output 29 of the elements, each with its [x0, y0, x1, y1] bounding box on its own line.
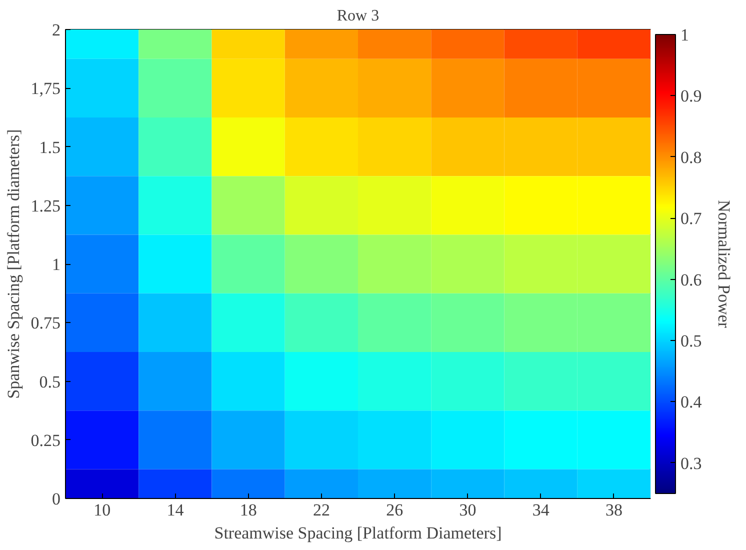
x-tick-label: 22 — [312, 500, 330, 520]
x-tick-label: 38 — [605, 500, 622, 520]
color-bar-label: 0.8 — [680, 148, 702, 167]
x-axis-title: Streamwise Spacing [Platform Diameters] — [214, 524, 502, 542]
chart-title: Row 3 — [336, 8, 380, 24]
y-axis-title: Spanwise Spacing [Platform diameters] — [4, 129, 23, 399]
color-bar-label: 1 — [680, 26, 689, 44]
x-tick-label: 14 — [166, 500, 184, 520]
y-tick-label: 2 — [52, 20, 60, 40]
x-tick-label: 18 — [240, 500, 257, 520]
y-tick-label: 1.25 — [30, 196, 60, 216]
y-tick-label: 1.5 — [39, 138, 60, 157]
x-tick-label: 10 — [94, 500, 111, 520]
y-tick-label: 0 — [52, 490, 60, 508]
color-bar-label: 0.5 — [680, 332, 702, 350]
color-bar-label: 0.9 — [680, 86, 702, 106]
color-bar-label: 0.6 — [680, 270, 702, 290]
color-bar-label: 0.3 — [680, 454, 702, 473]
x-tick-label: 26 — [386, 500, 404, 520]
y-tick-label: 0.5 — [39, 372, 60, 392]
y-tick-label: 0.75 — [30, 314, 60, 333]
x-tick-label: 34 — [532, 500, 550, 520]
y-tick-label: 0.25 — [30, 430, 60, 450]
y-tick-label: 1 — [52, 255, 60, 274]
x-tick-label: 30 — [459, 500, 476, 520]
y-tick-label: 1,75 — [30, 79, 60, 98]
color-bar-label: 0.7 — [680, 209, 702, 228]
color-bar-title: Normalized Power — [714, 200, 734, 328]
color-bar-label: 0.4 — [680, 392, 702, 412]
